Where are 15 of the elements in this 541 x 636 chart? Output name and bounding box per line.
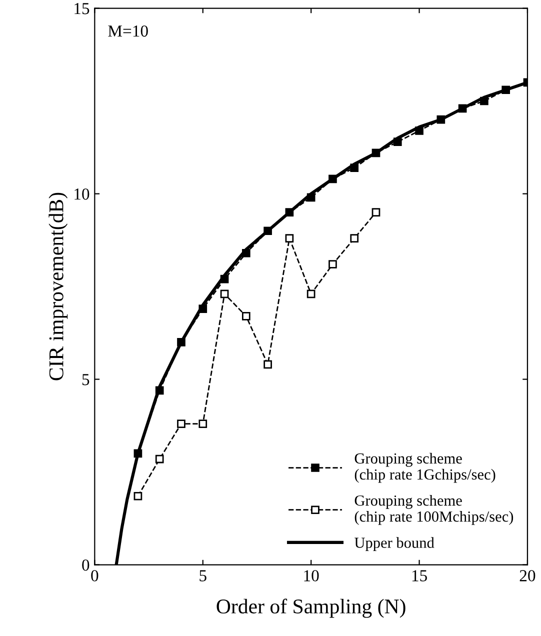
- x-tick-label: 15: [412, 570, 427, 582]
- y-tick-label: 5: [82, 374, 90, 386]
- y-tick-label: 15: [74, 3, 90, 14]
- legend-label: Grouping scheme (chip rate 1Gchips/sec): [354, 452, 496, 483]
- y-tick-label: 0: [82, 559, 90, 571]
- x-tick-label: 10: [304, 570, 319, 582]
- legend-label: Upper bound: [354, 537, 434, 552]
- x-tick-label: 5: [200, 570, 206, 582]
- annotation: M=10: [108, 25, 148, 37]
- y-tick-label: 10: [74, 188, 90, 200]
- y-axis-title: CIR improvement(dB): [48, 192, 68, 380]
- x-axis-title: Order of Sampling (N): [216, 598, 406, 618]
- x-tick-label: 20: [520, 570, 536, 582]
- x-tick-label: 0: [91, 570, 98, 582]
- legend-label: Grouping scheme (chip rate 100Mchips/sec): [354, 494, 514, 525]
